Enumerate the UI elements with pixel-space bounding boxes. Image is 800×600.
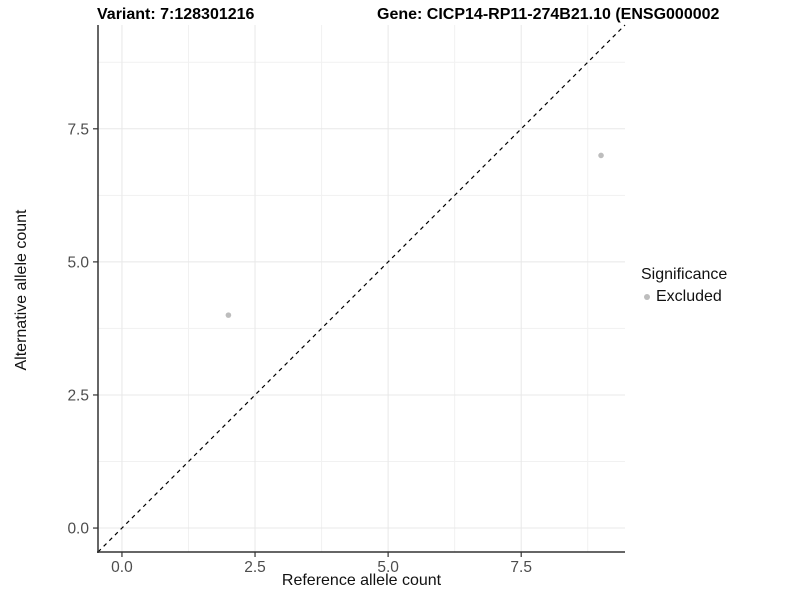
x-tick-label: 7.5 <box>510 559 532 576</box>
y-tick-label: 5.0 <box>67 254 89 271</box>
x-tick-label: 0.0 <box>111 559 133 576</box>
y-tick-label: 2.5 <box>67 387 89 404</box>
data-point <box>598 152 604 159</box>
legend-title: Significance <box>641 266 728 283</box>
excluded-point-icon <box>644 294 650 300</box>
y-tick-label: 0.0 <box>67 521 89 538</box>
identity-reference-line <box>97 24 626 553</box>
gene-title: Gene: CICP14-RP11-274B21.10 (ENSG000002 <box>377 6 720 23</box>
y-tick-label: 7.5 <box>67 121 89 138</box>
data-point <box>225 312 232 318</box>
legend-item-label: Excluded <box>656 288 722 305</box>
variant-title: Variant: 7:128301216 <box>97 6 255 23</box>
x-axis-title: Reference allele count <box>281 572 442 589</box>
x-tick-label: 5.0 <box>377 559 399 576</box>
x-tick-label: 2.5 <box>244 559 266 576</box>
legend: Significance Excluded <box>641 266 727 306</box>
legend-item-excluded: Excluded <box>641 288 727 306</box>
